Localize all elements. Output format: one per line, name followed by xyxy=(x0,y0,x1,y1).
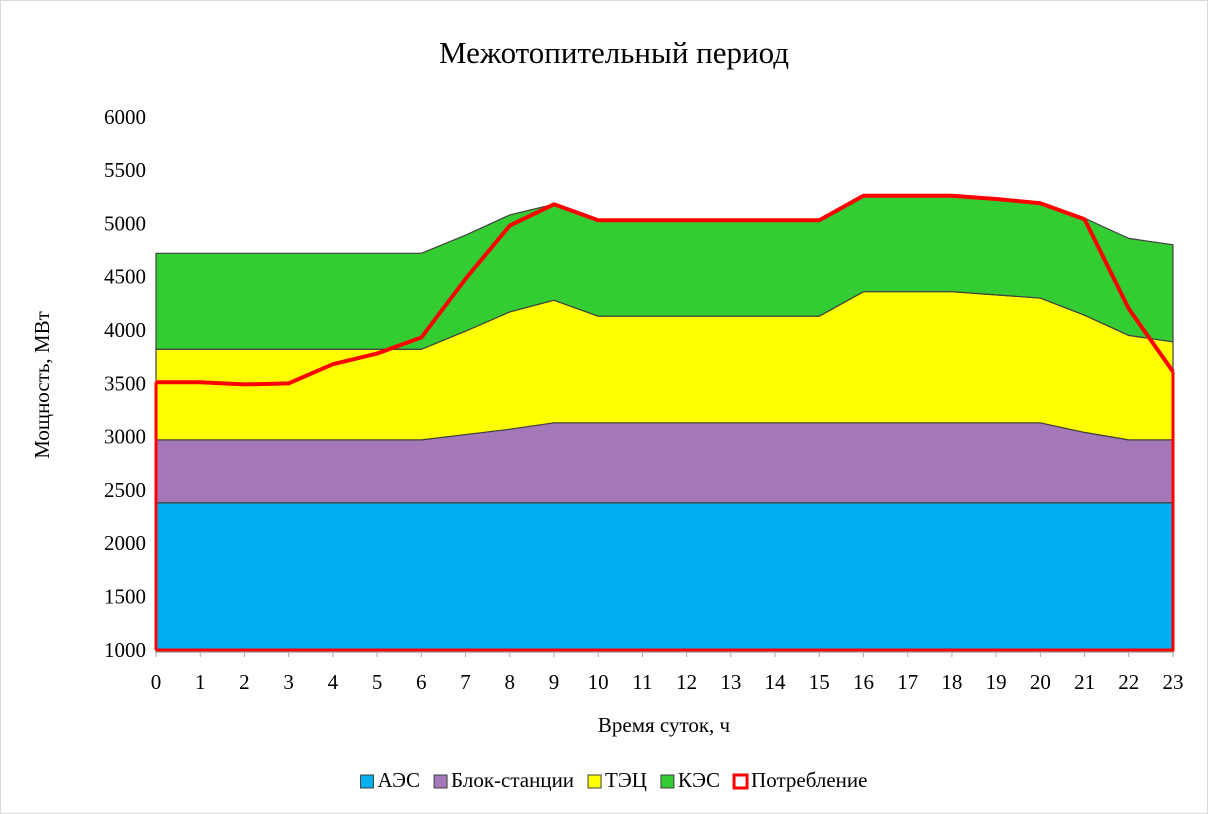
y-tick-label: 6000 xyxy=(104,105,146,129)
x-tick-label: 10 xyxy=(588,670,609,694)
x-tick-label: 1 xyxy=(195,670,206,694)
x-tick-label: 13 xyxy=(720,670,741,694)
x-tick-label: 20 xyxy=(1030,670,1051,694)
legend-swatch xyxy=(433,774,448,789)
x-tick-label: 11 xyxy=(632,670,652,694)
x-tick-label: 0 xyxy=(151,670,162,694)
x-tick-label: 19 xyxy=(986,670,1007,694)
x-tick-label: 8 xyxy=(504,670,515,694)
area xyxy=(155,502,1174,653)
x-tick-label: 2 xyxy=(239,670,250,694)
legend-swatch xyxy=(660,774,675,789)
legend: АЭС Блок-станции ТЭЦ КЭС Потребление xyxy=(360,768,867,792)
line xyxy=(156,193,1175,387)
y-tick-label: 4000 xyxy=(104,318,146,342)
x-tick-label: 22 xyxy=(1118,670,1139,694)
y-tick-label: 2500 xyxy=(104,478,146,502)
x-tick-label: 5 xyxy=(372,670,383,694)
x-tick-label: 6 xyxy=(416,670,427,694)
y-tick-label: 5000 xyxy=(104,211,146,235)
legend-label: АЭС xyxy=(378,768,421,792)
y-tick-label: 1500 xyxy=(104,585,146,609)
legend-swatch xyxy=(732,773,749,790)
y-tick-label: 2000 xyxy=(104,531,146,555)
legend-label: Блок-станции xyxy=(451,768,574,792)
legend-swatch xyxy=(587,774,602,789)
line-outline xyxy=(154,371,1175,652)
x-tick-label: 16 xyxy=(853,670,874,694)
chart-title: Межотопительный период xyxy=(439,35,789,70)
x-tick-label: 4 xyxy=(328,670,339,694)
y-axis-label: Мощность, МВт xyxy=(30,311,54,459)
x-axis-label: Время суток, ч xyxy=(598,713,731,737)
x-tick-label: 17 xyxy=(897,670,918,694)
x-tick-label: 18 xyxy=(941,670,962,694)
legend-swatch xyxy=(360,774,375,789)
legend-label: Потребление xyxy=(751,768,867,792)
x-tick-label: 9 xyxy=(549,670,560,694)
x-tick-label: 3 xyxy=(283,670,294,694)
x-tick-label: 15 xyxy=(809,670,830,694)
x-tick-label: 12 xyxy=(676,670,697,694)
x-tick-label: 21 xyxy=(1074,670,1095,694)
x-tick-label: 14 xyxy=(765,670,787,694)
area xyxy=(155,195,1174,350)
y-tick-label: 1000 xyxy=(104,638,146,662)
legend-label: КЭС xyxy=(678,768,720,792)
legend-label: ТЭЦ xyxy=(605,768,647,792)
y-tick-label: 5500 xyxy=(104,158,146,182)
x-tick-label: 7 xyxy=(460,670,471,694)
y-tick-label: 4500 xyxy=(104,265,146,289)
x-tick-label: 23 xyxy=(1163,670,1184,694)
y-tick-label: 3000 xyxy=(104,425,146,449)
y-tick-label: 3500 xyxy=(104,371,146,395)
